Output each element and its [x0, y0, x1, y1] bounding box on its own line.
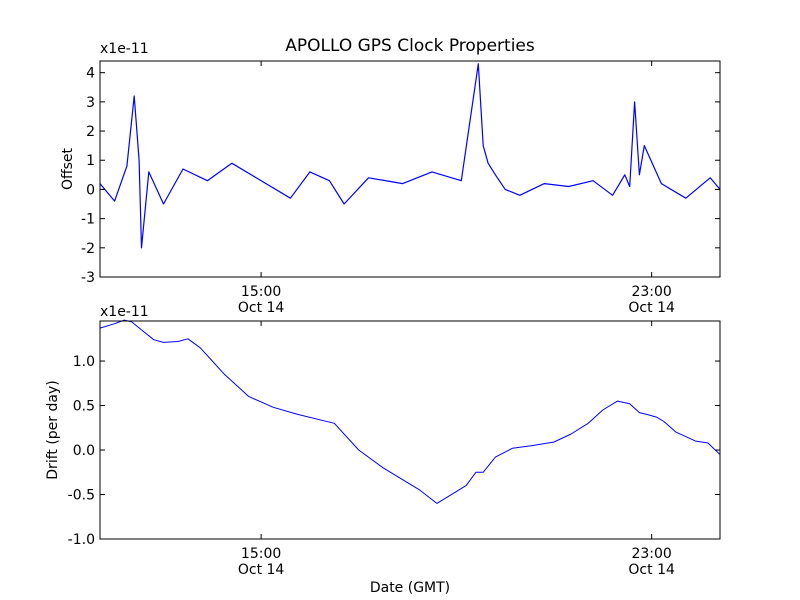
offset-x-tick-time: 23:00	[631, 284, 671, 300]
offset-x-tick-date: Oct 14	[628, 300, 675, 316]
drift-y-axis-label: Drift (per day)	[45, 380, 61, 479]
drift-x-tick-time: 15:00	[241, 546, 281, 562]
drift-y-tick-label: -0.5	[68, 488, 95, 504]
offset-axis-multiplier: x1e-11	[100, 41, 149, 57]
drift-y-tick-label: -1.0	[68, 532, 95, 548]
drift-x-tick-date: Oct 14	[238, 562, 285, 578]
offset-plot-frame	[99, 60, 721, 278]
offset-y-tick-label: -1	[81, 212, 95, 228]
offset-series-line	[99, 63, 721, 249]
drift-series-line	[99, 319, 721, 504]
offset-y-tick-label: -2	[81, 241, 95, 257]
drift-y-tick-label: 0.5	[73, 399, 95, 415]
drift-y-tick-label: 1.0	[73, 354, 95, 370]
offset-y-tick-label: 2	[86, 124, 95, 140]
offset-y-axis-label: Offset	[60, 147, 76, 190]
drift-x-axis-label: Date (GMT)	[370, 580, 450, 596]
offset-y-tick-label: -3	[81, 270, 95, 286]
drift-plot-frame	[99, 320, 721, 540]
offset-x-tick-time: 15:00	[241, 284, 281, 300]
drift-x-tick-date: Oct 14	[628, 562, 675, 578]
drift-axis-multiplier: x1e-11	[100, 304, 149, 320]
offset-y-tick-label: 4	[86, 66, 95, 82]
offset-y-tick-label: 0	[86, 182, 95, 198]
chart-title: APOLLO GPS Clock Properties	[285, 36, 535, 56]
offset-y-tick-label: 1	[86, 153, 95, 169]
offset-y-tick-label: 3	[86, 95, 95, 111]
drift-x-tick-time: 23:00	[631, 546, 671, 562]
drift-y-tick-label: 0.0	[73, 443, 95, 459]
offset-x-tick-date: Oct 14	[238, 300, 285, 316]
